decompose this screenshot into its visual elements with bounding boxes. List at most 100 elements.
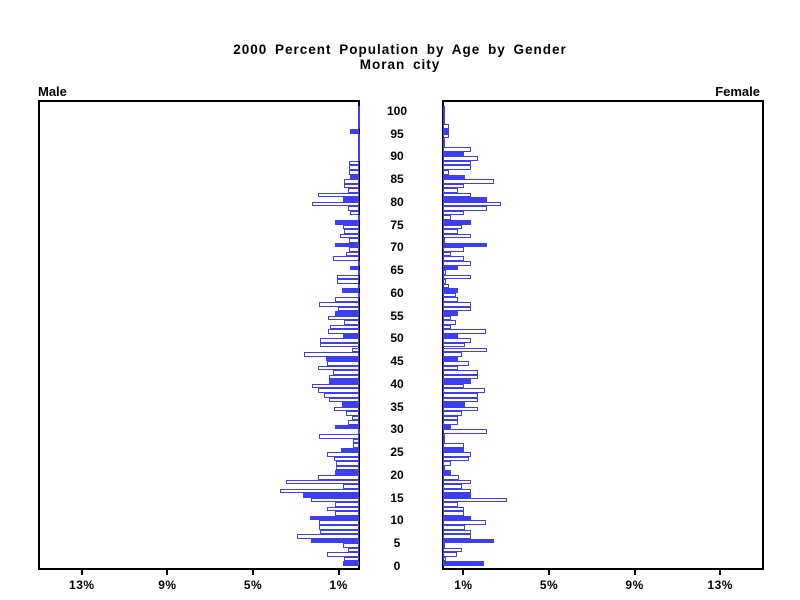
male-age-bar [336, 274, 359, 280]
male-age-bar [357, 115, 360, 120]
male-age-bar [320, 338, 359, 343]
male-age-bar [304, 352, 359, 357]
female-x-tick-label: 13% [707, 578, 733, 592]
age-axis-label: 25 [390, 445, 404, 460]
female-age-bar [443, 393, 479, 398]
age-axis-label: 70 [390, 240, 404, 255]
male-age-bar [330, 324, 359, 330]
female-age-bar [443, 433, 445, 439]
female-age-bar [443, 156, 479, 161]
female-age-bar [443, 179, 495, 184]
female-age-bar [443, 411, 463, 416]
male-age-bar [352, 438, 359, 444]
female-age-bar [443, 547, 462, 553]
male-x-tick [252, 570, 254, 575]
male-age-bar [319, 520, 359, 526]
male-age-bar [329, 379, 359, 384]
female-age-bar [443, 133, 450, 139]
chart-title: 2000 Percent Population by Age by Gender [233, 42, 567, 57]
female-age-bar [443, 188, 458, 193]
female-age-bar [443, 215, 451, 221]
female-age-bar [443, 452, 472, 457]
male-age-bar [344, 179, 359, 184]
female-age-bar [443, 543, 446, 548]
age-axis-label: 55 [390, 308, 404, 323]
male-age-bar [296, 534, 359, 539]
female-age-bar [443, 242, 488, 248]
female-age-bar [443, 306, 472, 312]
male-x-tick-label: 1% [329, 578, 348, 592]
female-age-bar [443, 370, 479, 375]
male-x-tick [80, 570, 83, 575]
male-age-bar [334, 406, 359, 412]
age-axis-label: 50 [390, 331, 404, 346]
male-age-bar [319, 433, 359, 439]
age-axis-label: 35 [390, 399, 404, 414]
male-age-bar [342, 484, 359, 489]
age-axis-label: 5 [393, 536, 401, 551]
male-age-bar [311, 201, 359, 207]
male-age-bar [348, 420, 359, 425]
male-age-bar [309, 515, 359, 521]
male-age-bar [335, 502, 359, 507]
male-age-bar [310, 497, 359, 503]
male-age-bar [335, 424, 359, 430]
female-age-bar [443, 365, 458, 371]
female-x-tick-label: 1% [454, 578, 473, 592]
male-age-bar [319, 525, 359, 530]
male-age-bar [326, 356, 359, 362]
female-age-bar [443, 329, 486, 334]
female-age-bar [443, 274, 472, 280]
female-age-bar [443, 520, 486, 526]
male-age-bar [335, 311, 359, 316]
male-age-bar [318, 192, 359, 198]
female-age-bar [443, 151, 465, 157]
female-x-tick [633, 570, 636, 575]
age-axis-label: 20 [390, 467, 404, 482]
male-age-bar [357, 106, 360, 111]
female-panel-label: Female [715, 84, 760, 99]
female-age-bar [443, 297, 458, 302]
female-age-bar [443, 324, 451, 330]
male-age-bar [357, 261, 360, 266]
age-axis-label: 100 [386, 103, 408, 118]
female-age-bar [443, 138, 445, 143]
female-plot-frame [442, 100, 764, 570]
chart-subtitle: Moran city [359, 57, 441, 72]
male-age-bar [344, 556, 359, 562]
female-age-bar [443, 338, 472, 343]
female-age-bar [443, 110, 445, 116]
male-age-bar [350, 210, 359, 216]
age-axis-label: 15 [390, 490, 404, 505]
male-age-bar [343, 333, 359, 339]
female-age-bar [443, 406, 479, 412]
male-age-bar [348, 206, 359, 211]
female-age-bar [443, 374, 479, 380]
female-age-bar [443, 201, 501, 207]
female-age-bar [443, 279, 447, 284]
female-age-bar [443, 119, 445, 125]
female-age-bar [443, 352, 462, 357]
female-age-bar [443, 484, 462, 489]
female-age-bar [443, 192, 471, 198]
male-age-bar [326, 361, 359, 366]
male-age-bar [351, 347, 359, 353]
female-age-bar [443, 106, 445, 111]
male-age-bar [327, 315, 359, 321]
female-age-bar [443, 420, 458, 425]
male-age-bar [340, 447, 359, 453]
female-age-bar [443, 379, 472, 384]
female-age-bar [443, 233, 471, 239]
female-age-bar [443, 342, 465, 348]
male-age-bar [320, 342, 359, 348]
age-axis-label: 80 [390, 194, 404, 209]
female-age-bar [443, 556, 447, 562]
female-age-bar [443, 147, 471, 152]
female-age-bar [443, 197, 488, 202]
female-age-bar [443, 493, 472, 498]
female-age-bar [443, 561, 484, 566]
female-age-bar [443, 529, 471, 535]
female-age-bar [443, 165, 471, 170]
male-age-bar [323, 393, 359, 398]
